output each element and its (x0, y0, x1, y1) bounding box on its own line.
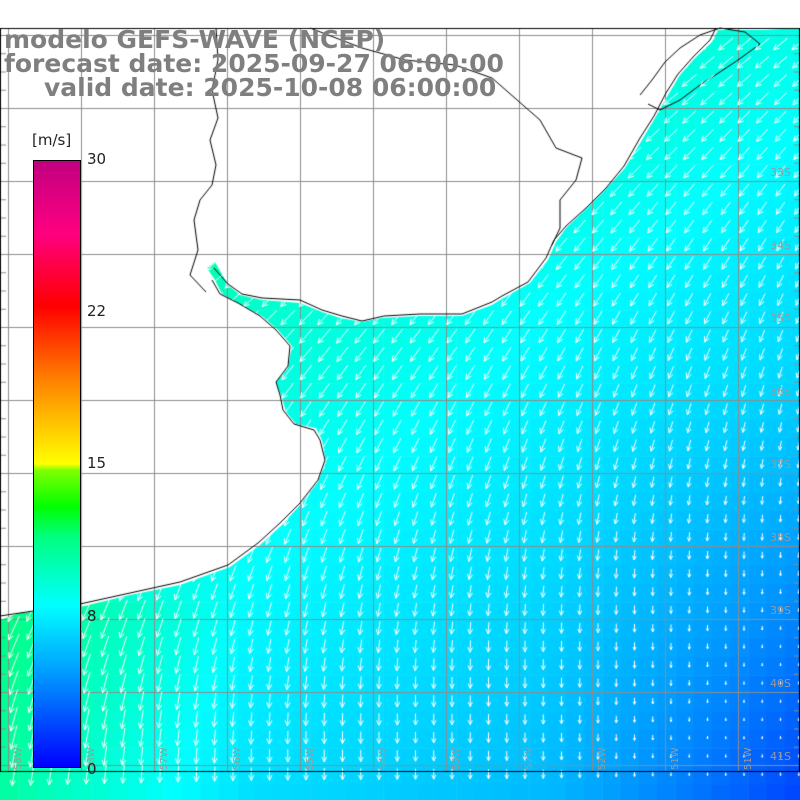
lat-label: 40S (770, 677, 791, 690)
lon-label: 51W (743, 747, 754, 770)
model-name: modelo GEFS-WAVE (NCEP) (4, 25, 386, 54)
lat-label: 33S (770, 166, 791, 179)
lon-label: 55W (305, 747, 316, 770)
lon-label: 52W (524, 747, 535, 770)
lon-label: 54W (378, 747, 389, 770)
lon-label: 56W (232, 747, 243, 770)
colorbar-tick-30: 30 (87, 150, 107, 168)
lon-label: 58W (13, 747, 24, 770)
colorbar-tick-0: 0 (87, 760, 97, 778)
colorbar-tick-15: 15 (87, 454, 107, 472)
lat-label: 34S (770, 239, 791, 252)
colorbar-tick-8: 8 (87, 607, 97, 625)
colorbar-unit: [m/s] (32, 131, 72, 149)
forecast-date: forecast date: 2025-09-27 06:00:00 (4, 49, 504, 78)
lon-label: 53W (451, 747, 462, 770)
lon-label: 51W (670, 747, 681, 770)
colorbar (33, 160, 81, 768)
lat-label: 41S (770, 750, 791, 763)
lat-label: 38S (770, 531, 791, 544)
lat-label: 37S (770, 458, 791, 471)
colorbar-tick-22: 22 (87, 302, 107, 320)
lat-label: 39S (770, 604, 791, 617)
lon-label: 52W (597, 747, 608, 770)
map-title: modelo GEFS-WAVE (NCEP) forecast date: 2… (4, 25, 504, 102)
lon-label: 57W (159, 747, 170, 770)
lat-label: 35S (770, 312, 791, 325)
valid-date: valid date: 2025-10-08 06:00:00 (44, 73, 497, 102)
lat-label: 36S (770, 385, 791, 398)
